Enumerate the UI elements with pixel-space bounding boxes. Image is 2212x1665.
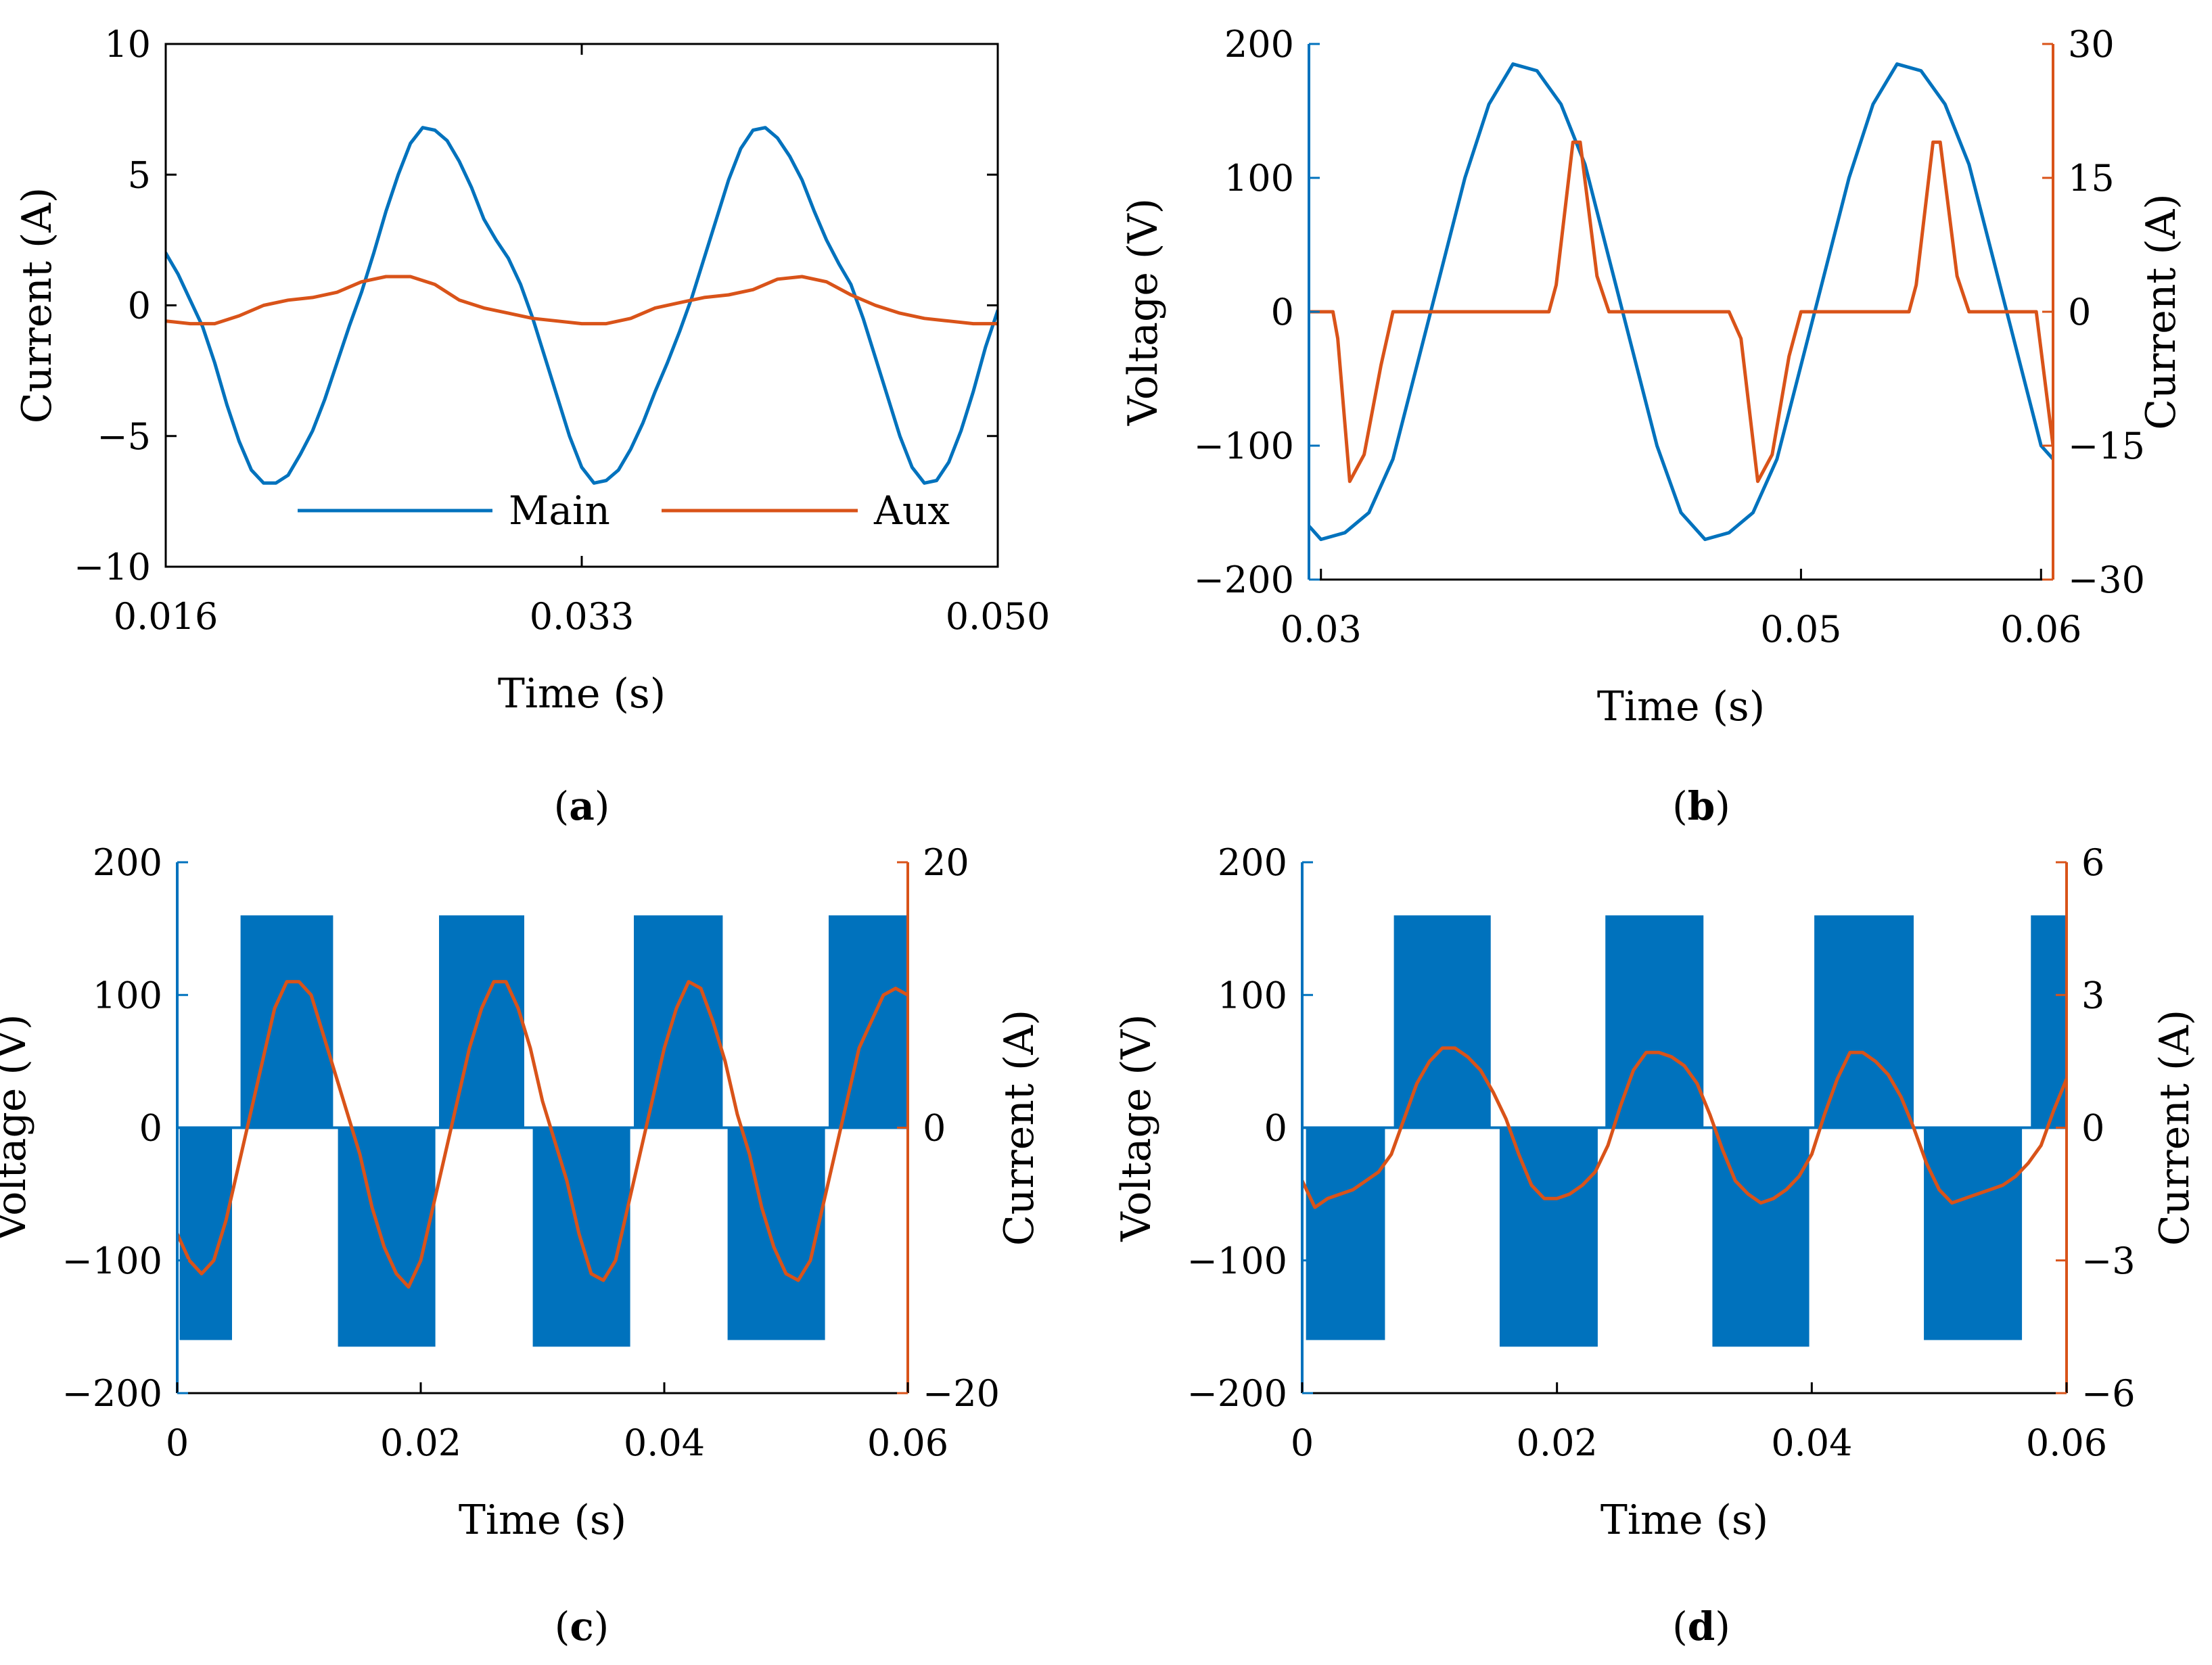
c-y-tick-label: 100	[93, 974, 162, 1016]
c-x-tick-label: 0	[166, 1422, 189, 1464]
a-x-axis-label: Time (s)	[498, 670, 666, 718]
c-y-tick-label: 0	[139, 1107, 162, 1150]
a-x-tick-label: 0.033	[530, 595, 635, 638]
d-y-tick-label: 0	[1264, 1107, 1287, 1150]
b-x-tick-label: 0.05	[1760, 608, 1841, 651]
d-voltage-pwm-block-1	[1393, 915, 1491, 1128]
panel-d: 0 0.02 0.04 0.06 −200 −100 0 100 200 −6 −3 0 3 6 Time …	[1113, 841, 2198, 1544]
d-y2-tick-label: 0	[2081, 1107, 2104, 1150]
plot-area-d	[1302, 915, 2067, 1347]
c-voltage-pwm-block-5	[634, 915, 723, 1128]
d-y2-tick-label: 6	[2081, 841, 2104, 884]
a-y-tick-label: 10	[104, 23, 151, 66]
c-x-axis-label: Time (s)	[459, 1497, 626, 1544]
c-y2-axis-label: Current (A)	[996, 1010, 1043, 1246]
b-y2-tick-label: 15	[2068, 157, 2115, 200]
c-voltage-pwm-block-0	[179, 1127, 232, 1340]
a-y-tick-label: −10	[74, 546, 151, 588]
d-y-tick-label: −200	[1187, 1372, 1287, 1415]
d-x-axis-label: Time (s)	[1600, 1497, 1768, 1544]
a-y-tick-label: 5	[128, 154, 151, 196]
d-series-current-line	[1302, 1046, 2067, 1209]
caption-b-letter: b	[1688, 783, 1715, 829]
b-y2-tick-label: 30	[2068, 23, 2115, 66]
b-y-axis-label: Voltage (V)	[1120, 198, 1167, 426]
a-series-main-line	[166, 126, 998, 485]
c-voltage-pwm-block-7	[829, 915, 908, 1128]
plot-area-c	[177, 915, 908, 1347]
c-series-current-line	[177, 980, 908, 1289]
d-y2-axis-label: Current (A)	[2151, 1010, 2198, 1246]
a-y-tick-label: −5	[97, 415, 151, 458]
caption-b: (b)	[1672, 783, 1730, 829]
panel-b: 0.03 0.05 0.06 −200 −100 0 100 200 −30 −15 0 15 30 Ti…	[1120, 23, 2185, 730]
a-series-aux-line	[166, 275, 998, 326]
d-x-tick-label: 0.04	[1771, 1422, 1852, 1464]
d-y-tick-label: 200	[1218, 841, 1287, 884]
b-series-voltage-line	[1309, 62, 2053, 542]
panel-a: 0.016 0.033 0.050 −10 −5 0 5 10 Time (s) Current …	[14, 23, 1050, 718]
b-y-tick-label: 100	[1224, 157, 1294, 200]
caption-d: (d)	[1672, 1603, 1730, 1649]
caption-c: (c)	[555, 1603, 609, 1649]
b-x-tick-label: 0.06	[2000, 608, 2081, 651]
c-y2-tick-label: 0	[923, 1107, 946, 1150]
b-y-tick-label: −200	[1194, 559, 1294, 601]
plot-area-b	[1309, 62, 2053, 542]
d-voltage-pwm-block-2	[1499, 1127, 1598, 1347]
c-voltage-pwm-block-3	[439, 915, 524, 1128]
d-y2-tick-label: −6	[2081, 1372, 2136, 1415]
c-y-tick-label: −200	[62, 1372, 162, 1415]
d-x-tick-label: 0.06	[2026, 1422, 2107, 1464]
a-y-axis-label: Current (A)	[14, 187, 61, 423]
b-y2-tick-label: 0	[2068, 291, 2091, 333]
plot-area-a	[166, 126, 998, 485]
d-y-tick-label: −100	[1187, 1240, 1287, 1282]
d-y2-tick-label: 3	[2081, 974, 2104, 1016]
c-voltage-pwm-block-6	[727, 1127, 825, 1340]
a-x-tick-label: 0.050	[946, 595, 1051, 638]
caption-a: (a)	[554, 783, 610, 829]
c-y-tick-label: 200	[93, 841, 162, 884]
d-x-tick-label: 0	[1291, 1422, 1314, 1464]
d-y-tick-label: 100	[1218, 974, 1287, 1016]
caption-d-letter: d	[1688, 1603, 1715, 1649]
caption-c-letter: c	[570, 1603, 593, 1649]
d-x-tick-label: 0.02	[1517, 1422, 1598, 1464]
c-y-tick-label: −100	[62, 1240, 162, 1282]
c-x-tick-label: 0.06	[867, 1422, 948, 1464]
d-y2-tick-label: −3	[2081, 1240, 2136, 1282]
b-y-tick-label: 200	[1224, 23, 1294, 66]
c-y-axis-label: Voltage (V)	[0, 1014, 35, 1242]
b-series-current-line	[1309, 140, 2053, 484]
b-y2-axis-label: Current (A)	[2138, 193, 2185, 429]
b-x-tick-label: 0.03	[1281, 608, 1362, 651]
b-y-tick-label: −100	[1194, 425, 1294, 467]
b-y-tick-label: 0	[1271, 291, 1294, 333]
c-y2-tick-label: 20	[923, 841, 969, 884]
a-x-tick-label: 0.016	[114, 595, 218, 638]
d-voltage-pwm-block-6	[1924, 1127, 2023, 1340]
c-x-tick-label: 0.02	[380, 1422, 461, 1464]
d-voltage-pwm-block-0	[1306, 1127, 1385, 1340]
c-voltage-pwm-block-2	[338, 1127, 436, 1347]
b-y2-tick-label: −15	[2068, 425, 2145, 467]
a-y-tick-label: 0	[128, 285, 151, 327]
d-voltage-pwm-block-3	[1605, 915, 1704, 1128]
d-y-axis-label: Voltage (V)	[1113, 1014, 1160, 1242]
b-x-axis-label: Time (s)	[1597, 683, 1765, 730]
a-legend-main-label: Main	[509, 488, 610, 534]
a-legend-aux-label: Aux	[873, 488, 950, 534]
c-x-tick-label: 0.04	[624, 1422, 705, 1464]
c-y2-tick-label: −20	[923, 1372, 1000, 1415]
caption-a-letter: a	[569, 783, 595, 829]
b-y2-tick-label: −30	[2068, 559, 2145, 601]
